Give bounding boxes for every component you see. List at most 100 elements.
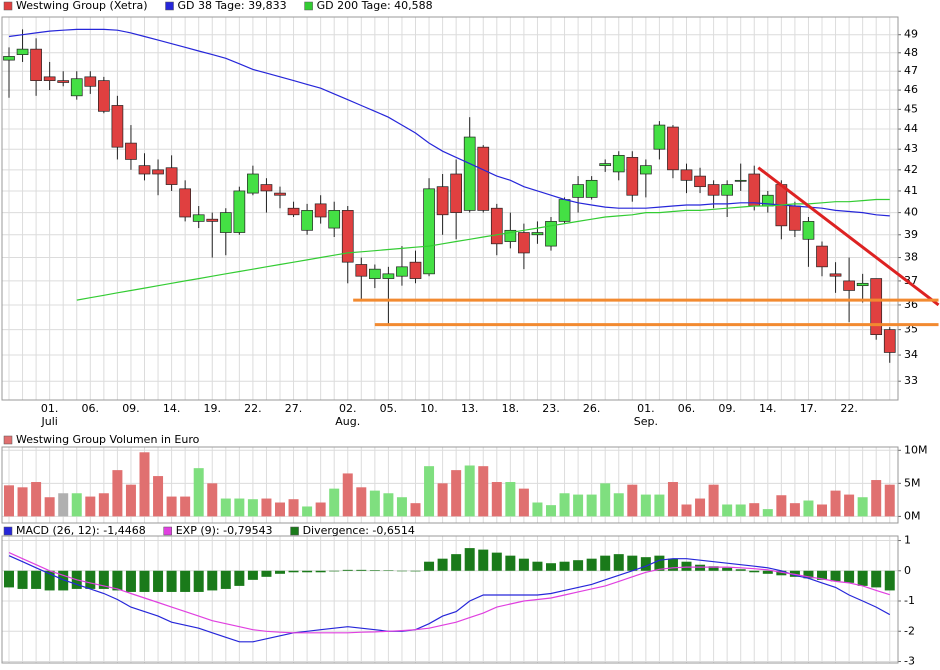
- x-tick-label: 26.: [583, 402, 601, 415]
- divergence-bar: [396, 570, 407, 572]
- divergence-bar: [153, 570, 164, 592]
- divergence-bar: [220, 570, 231, 589]
- plot-frame: [1, 535, 899, 664]
- volume-bar: [153, 476, 164, 517]
- x-tick-label: 23.: [542, 402, 560, 415]
- candle-body: [219, 212, 232, 233]
- candle-body: [192, 214, 205, 222]
- volume-bar: [98, 493, 109, 517]
- volume-bar: [817, 504, 827, 517]
- volume-bar: [220, 498, 231, 517]
- divergence-bar: [261, 570, 272, 577]
- volume-bar: [491, 482, 502, 517]
- divergence-bar: [275, 570, 285, 574]
- volume-bar: [369, 490, 380, 517]
- indicator-line: [76, 198, 890, 301]
- candle-body: [816, 245, 828, 268]
- divergence-bar: [329, 570, 340, 572]
- candle-body: [125, 142, 137, 160]
- candle-body: [396, 266, 408, 277]
- divergence-bar: [803, 570, 814, 579]
- volume-bar: [627, 484, 638, 517]
- candle-body: [518, 232, 530, 254]
- volume-bar: [125, 484, 136, 517]
- x-tick-label: 09.: [718, 402, 736, 415]
- y-tick-label: 10M: [904, 443, 928, 456]
- x-tick-label: 02.: [339, 402, 357, 415]
- x-tick-label: 10.: [420, 402, 438, 415]
- candle-body: [165, 167, 178, 185]
- candle-body: [314, 203, 327, 218]
- candle-body: [84, 76, 97, 87]
- volume-bar: [261, 498, 272, 517]
- volume-bar: [342, 473, 353, 517]
- volume-bar: [424, 466, 435, 517]
- volume-bar: [559, 493, 570, 517]
- candle-body: [585, 179, 598, 198]
- candle-body: [694, 175, 706, 188]
- candle-body: [43, 76, 56, 81]
- x-tick-label: 01.: [41, 402, 59, 415]
- x-tick-label: 18.: [502, 402, 520, 415]
- candle-body: [409, 261, 422, 279]
- divergence-bar: [451, 554, 462, 571]
- y-tick-label: -1: [904, 594, 915, 607]
- volume-bar: [396, 497, 407, 517]
- volume-bar: [302, 506, 313, 517]
- divergence-bar: [234, 570, 245, 586]
- divergence-bar: [4, 570, 14, 588]
- x-tick-label: 14.: [759, 402, 777, 415]
- candle-body: [599, 163, 612, 167]
- divergence-bar: [532, 561, 543, 571]
- candle-body: [301, 210, 313, 231]
- divergence-bar: [247, 570, 258, 580]
- divergence-bar: [369, 570, 380, 571]
- volume-bar: [573, 494, 584, 517]
- divergence-bar: [44, 570, 55, 591]
- volume-bar: [749, 503, 760, 517]
- volume-bar: [315, 502, 326, 517]
- divergence-bar: [17, 570, 28, 589]
- divergence-bar: [31, 570, 42, 589]
- volume-bar: [600, 483, 611, 517]
- volume-bar: [4, 485, 14, 517]
- candle-body: [97, 80, 110, 112]
- divergence-bar: [722, 567, 733, 571]
- divergence-bar: [315, 570, 326, 573]
- candle-body: [802, 221, 815, 240]
- divergence-bar: [207, 570, 218, 591]
- volume-bar: [789, 503, 800, 517]
- y-tick-label: 34: [904, 348, 918, 361]
- candle-body: [829, 273, 842, 277]
- x-month-label: Sep.: [634, 415, 658, 428]
- candle-body: [721, 184, 734, 196]
- divergence-bar: [58, 570, 69, 591]
- candle-body: [558, 199, 571, 222]
- candle-body: [531, 232, 544, 236]
- divergence-bar: [356, 569, 367, 571]
- x-tick-label: 22.: [244, 402, 262, 415]
- y-tick-label: 41: [904, 184, 918, 197]
- candle-body: [504, 229, 517, 242]
- candle-body: [287, 207, 300, 216]
- divergence-bar: [830, 570, 841, 582]
- divergence-bar: [288, 570, 299, 573]
- y-tick-label: 0M: [904, 509, 921, 522]
- volume-bar: [735, 504, 746, 517]
- candle-body: [612, 154, 625, 173]
- indicator-line: [8, 552, 890, 634]
- y-tick-label: 40: [904, 206, 918, 219]
- y-tick-label: 49: [904, 28, 918, 41]
- candle-body: [247, 173, 259, 194]
- volume-bar: [505, 482, 516, 517]
- candle-body: [3, 56, 15, 61]
- divergence-bar: [762, 570, 773, 574]
- legend-label: Divergence: -0,6514: [303, 524, 415, 537]
- volume-bar: [410, 503, 421, 517]
- divergence-bar: [505, 555, 516, 571]
- divergence-bar: [844, 570, 855, 583]
- divergence-bar: [302, 570, 313, 573]
- x-month-label: Juli: [40, 415, 57, 428]
- y-tick-label: 33: [904, 374, 918, 387]
- x-tick-label: 09.: [122, 402, 140, 415]
